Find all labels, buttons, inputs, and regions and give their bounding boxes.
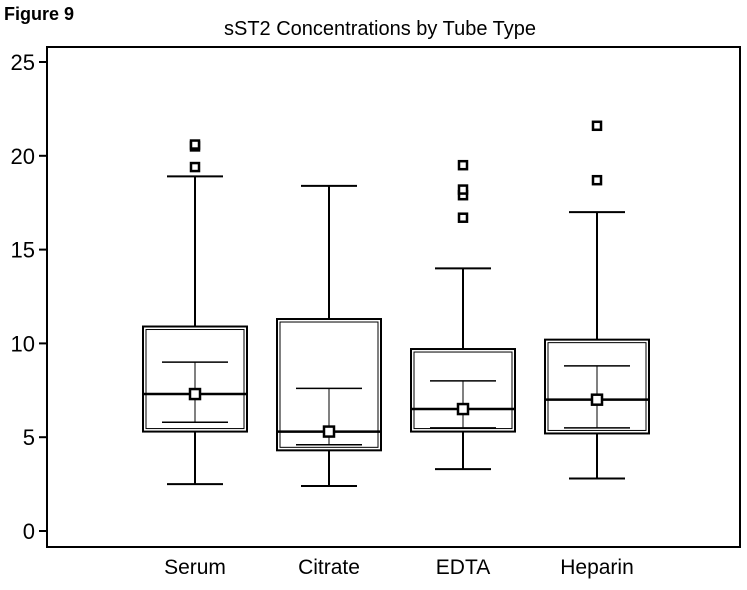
chart-title: sST2 Concentrations by Tube Type: [223, 18, 537, 40]
mean-marker: [322, 425, 336, 438]
iqr-box-inner: [279, 321, 379, 448]
outlier-point: [457, 184, 469, 195]
y-tick-label-5: 5: [23, 425, 35, 450]
box-serum: [142, 139, 248, 486]
figure-label: Figure 9: [4, 4, 75, 24]
mean-marker: [590, 393, 604, 406]
outlier-point: [457, 159, 469, 171]
outlier-point: [189, 139, 201, 150]
y-axis: 0 5 10 15 20 25: [11, 50, 47, 544]
y-tick-label-0: 0: [23, 519, 35, 544]
iqr-box-inner: [413, 351, 513, 430]
y-tick-label-15: 15: [11, 238, 35, 263]
box-series: [142, 120, 650, 487]
iqr-box-inner: [547, 342, 647, 431]
x-axis: Serum Citrate EDTA Heparin: [164, 556, 634, 579]
plot-frame: [46, 46, 741, 548]
outlier-point: [591, 174, 603, 186]
outlier-point: [457, 212, 469, 223]
x-category-label-citrate: Citrate: [298, 556, 360, 579]
mean-marker: [188, 387, 202, 401]
y-tick-label-20: 20: [11, 144, 35, 169]
outlier-point: [591, 120, 603, 132]
box-edta: [410, 159, 516, 471]
x-category-label-edta: EDTA: [436, 556, 490, 579]
x-category-label-heparin: Heparin: [560, 556, 634, 579]
x-category-label-serum: Serum: [164, 556, 226, 579]
box-citrate: [276, 184, 382, 487]
y-tick-label-10: 10: [11, 331, 35, 356]
box-heparin: [544, 120, 650, 480]
mean-marker: [456, 402, 470, 416]
iqr-box-inner: [145, 329, 245, 430]
outlier-point: [189, 161, 201, 173]
y-tick-label-25: 25: [11, 50, 35, 75]
